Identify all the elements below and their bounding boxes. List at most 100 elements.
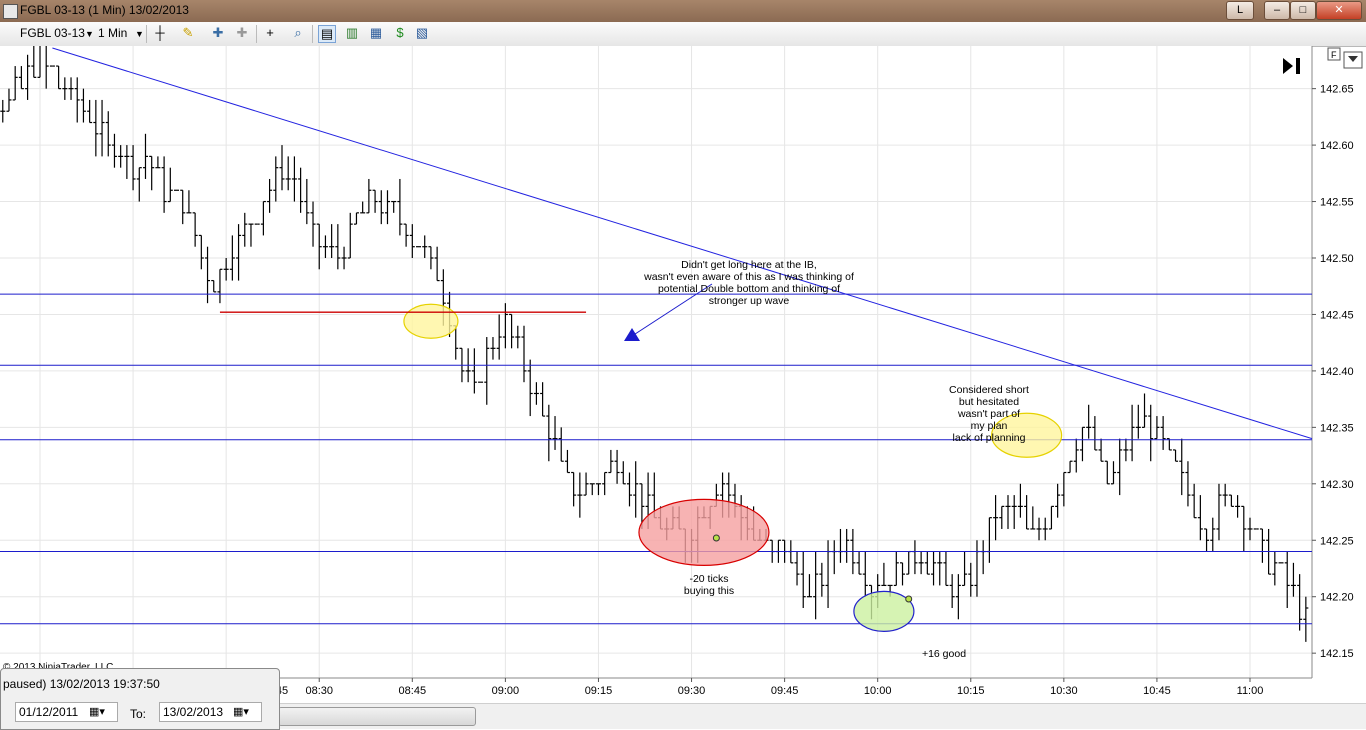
ohlc-bar (1160, 416, 1166, 450)
ohlc-bar (304, 178, 310, 225)
y-tick-label: 142.35 (1320, 422, 1354, 434)
calendar-icon[interactable]: ▦▾ (89, 706, 105, 718)
link-button[interactable]: L (1226, 1, 1254, 20)
plot-background (0, 46, 1312, 678)
toolbar-separator (146, 25, 147, 43)
ohlc-bar (918, 551, 924, 575)
ohlc-bar (347, 212, 353, 259)
ohlc-bar (186, 190, 192, 214)
ohlc-bar (1135, 404, 1141, 439)
ohlc-bar (893, 551, 899, 587)
chevron-down-icon[interactable]: ▼ (135, 29, 144, 39)
ohlc-bar (509, 313, 515, 349)
ohlc-bar (397, 178, 403, 236)
chart-trader-icon[interactable]: ▤ (318, 25, 336, 43)
time-axis: 4508:0008:1508:3008:4509:0009:1509:3009:… (0, 677, 1312, 697)
annotation-considered-short-line: wasn't part of (957, 408, 1020, 420)
annotation-texts: Didn't get long here at the IB,wasn't ev… (3, 259, 1029, 673)
ohlc-bar (285, 156, 291, 191)
ohlc-bar (335, 224, 341, 270)
ohlc-bar (1061, 471, 1067, 507)
ohlc-bar (329, 224, 335, 258)
f-button[interactable] (1327, 47, 1341, 61)
ohlc-bar (1148, 404, 1154, 462)
close-button[interactable]: ✕ (1316, 1, 1362, 20)
ohlc-bar (118, 145, 124, 168)
ohlc-bar (37, 46, 41, 78)
ohlc-bar (1259, 528, 1265, 563)
pencil-icon[interactable]: ✎ (182, 25, 194, 40)
ohlc-bar (31, 46, 37, 78)
annotation-minus20-line: -20 ticks (689, 573, 728, 585)
strategies-icon[interactable]: ▦ (369, 25, 383, 40)
properties-icon[interactable]: ▧ (415, 25, 429, 40)
x-tick-label: 09:45 (771, 685, 799, 697)
play-end-icon[interactable] (1283, 58, 1300, 74)
ohlc-bar (949, 574, 955, 608)
minimize-button[interactable]: – (1264, 1, 1290, 20)
ohlc-bar (1303, 596, 1309, 642)
ohlc-bar (56, 65, 62, 90)
ohlc-bar (0, 99, 6, 123)
ohlc-bar (378, 190, 384, 225)
x-tick-label: 08:45 (399, 685, 427, 697)
price-axis: 142.65 142.60 142.55 142.50 142.45 142.40 142.… (1312, 84, 1354, 660)
crosshair-icon[interactable]: + (266, 25, 274, 40)
ohlc-bar (502, 303, 508, 349)
pin-icon[interactable]: ✚ (212, 25, 224, 40)
ohlc-bar (1024, 495, 1030, 530)
chart-toolbar: FGBL 03-13 ▼ 1 Min ▼ ┼ ✎ ✚ ✚ + ⌕ ▤ ▥ ▦ $… (0, 22, 1366, 47)
ohlc-bar (955, 574, 961, 620)
ohlc-bar (322, 235, 328, 258)
zoom-icon[interactable]: ⌕ (294, 25, 302, 40)
from-date-field[interactable]: 01/12/2011 (15, 702, 118, 722)
ohlc-bar (105, 111, 111, 157)
ohlc-bar (924, 551, 930, 575)
bar-style-icon[interactable]: ┼ (155, 25, 165, 40)
yellow-ellipse-right (991, 412, 1063, 458)
ohlc-bar (353, 212, 359, 225)
chevron-down-icon[interactable]: ▼ (85, 29, 94, 39)
price-chart[interactable]: Didn't get long here at the IB,wasn't ev… (0, 46, 1366, 703)
instrument-selector[interactable]: FGBL 03-13 (20, 26, 85, 40)
horizontal-scrollbar[interactable] (278, 707, 476, 726)
ohlc-bar (862, 551, 868, 597)
ohlc-bar (1290, 562, 1296, 597)
fill-marker (905, 595, 913, 603)
ohlc-bar (533, 382, 539, 405)
ohlc-bar (620, 461, 626, 485)
ohlc-bar (1197, 495, 1203, 541)
ohlc-bar (589, 483, 595, 496)
ohlc-bar (595, 483, 601, 496)
ohlc-bar (1098, 438, 1104, 462)
to-date-field[interactable]: 13/02/2013 (159, 702, 262, 722)
ohlc-bar (490, 337, 496, 360)
y-tick-label: 142.60 (1320, 140, 1354, 152)
x-tick-label: 08:30 (305, 685, 333, 697)
ohlc-bar (384, 190, 390, 225)
ohlc-bar (1216, 483, 1222, 541)
ohlc-bar (900, 562, 906, 586)
ohlc-bar (1179, 438, 1185, 496)
dollar-icon[interactable]: $ (396, 25, 404, 40)
pin-gray-icon[interactable]: ✚ (236, 25, 248, 40)
ohlc-bar (484, 337, 490, 405)
period-selector[interactable]: 1 Min (98, 26, 128, 40)
ohlc-bar (273, 156, 279, 202)
ohlc-bar (279, 145, 285, 191)
ohlc-bar (1042, 517, 1048, 541)
right-panel: F (1283, 47, 1363, 74)
yellow-ellipse-left (403, 303, 459, 339)
ohlc-bar (62, 77, 68, 100)
ohlc-bar (391, 200, 397, 213)
ohlc-bar (1154, 416, 1160, 440)
ohlc-bar (1173, 449, 1179, 462)
calendar-icon[interactable]: ▦▾ (233, 706, 249, 718)
ohlc-bar (80, 88, 86, 123)
maximize-button[interactable]: □ (1290, 1, 1316, 20)
annotation-ib-line: stronger up wave (709, 295, 790, 307)
ohlc-bar (434, 246, 440, 282)
annotation-ellipses (403, 303, 1063, 632)
indicators-icon[interactable]: ▥ (345, 25, 359, 40)
ohlc-bar (12, 66, 18, 101)
